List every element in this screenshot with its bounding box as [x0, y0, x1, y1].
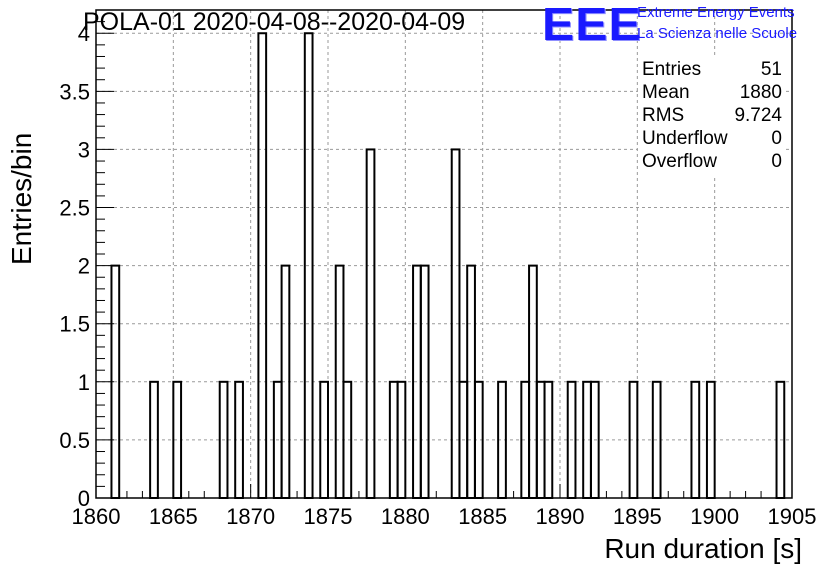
x-tick-label: 1895	[613, 504, 662, 529]
stat-underflow-value: 0	[771, 128, 782, 149]
stat-entries-label: Entries	[642, 59, 702, 80]
x-tick-label: 1870	[226, 504, 275, 529]
stat-underflow-label: Underflow	[642, 128, 728, 149]
grid-lines	[96, 10, 792, 498]
x-tick-label: 1860	[72, 504, 121, 529]
histogram-bars	[110, 32, 786, 500]
x-tick-label: 1890	[536, 504, 585, 529]
x-tick-label: 1865	[149, 504, 198, 529]
y-tick-label: 0.5	[59, 428, 90, 453]
stat-mean-label: Mean	[642, 82, 690, 103]
stat-mean: Mean 1880	[642, 82, 782, 104]
y-tick-label: 1	[78, 370, 90, 395]
y-tick-label: 3	[78, 137, 90, 162]
x-tick-label: 1885	[458, 504, 507, 529]
y-axis-label: Entries/bin	[6, 132, 37, 265]
stat-overflow-value: 0	[771, 151, 782, 172]
stat-rms-value: 9.724	[734, 105, 782, 126]
stat-rms: RMS 9.724	[642, 105, 782, 127]
y-tick-label: 1.5	[59, 312, 90, 337]
stat-entries: Entries 51	[642, 59, 782, 81]
x-axis-label: Run duration [s]	[604, 533, 802, 564]
logo-line-1: Extreme Energy Events	[637, 4, 795, 21]
x-tick-label: 1880	[381, 504, 430, 529]
x-tick-label: 1875	[304, 504, 353, 529]
x-tick-label: 1900	[690, 504, 739, 529]
stat-overflow: Overflow 0	[642, 151, 782, 173]
eee-logo: EEE	[542, 0, 642, 50]
stat-overflow-label: Overflow	[642, 151, 717, 172]
x-axis-ticks: 1860 1865 1870 1875 1880 1885 1890 1895 1900 1905	[72, 484, 817, 529]
stat-underflow: Underflow 0	[642, 128, 782, 150]
y-axis-ticks: 0 0.5 1 1.5 2 2.5 3 3.5 4	[59, 21, 114, 511]
stat-entries-value: 51	[760, 59, 782, 80]
logo-line-2: La Scienza nelle Scuole	[637, 25, 798, 42]
y-tick-label: 2	[78, 254, 90, 279]
stat-rms-label: RMS	[642, 105, 685, 126]
y-tick-label: 4	[78, 21, 90, 46]
stat-mean-value: 1880	[739, 82, 782, 103]
y-tick-label: 2.5	[59, 196, 90, 221]
x-tick-label: 1905	[768, 504, 817, 529]
y-tick-label: 0	[78, 486, 90, 511]
stats-box: Entries 51 Mean 1880 RMS 9.724 Underflow…	[638, 57, 784, 177]
y-tick-label: 3.5	[59, 79, 90, 104]
chart-title: POLA-01 2020-04-08--2020-04-09	[83, 8, 466, 36]
